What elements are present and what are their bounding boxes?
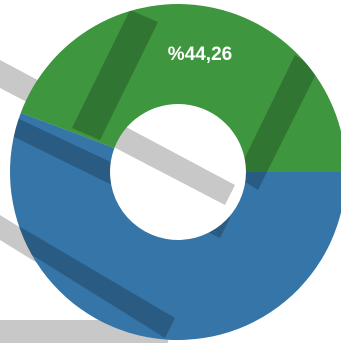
label-group: %44,26 xyxy=(168,44,232,65)
overlay-stripe xyxy=(236,55,318,190)
slice-label-green: %44,26 xyxy=(168,44,232,65)
slice-group xyxy=(10,4,341,340)
overlay-stripe xyxy=(10,215,175,338)
slice-green xyxy=(20,4,341,172)
slice-blue xyxy=(10,112,341,340)
overlay-stripe xyxy=(72,10,158,140)
